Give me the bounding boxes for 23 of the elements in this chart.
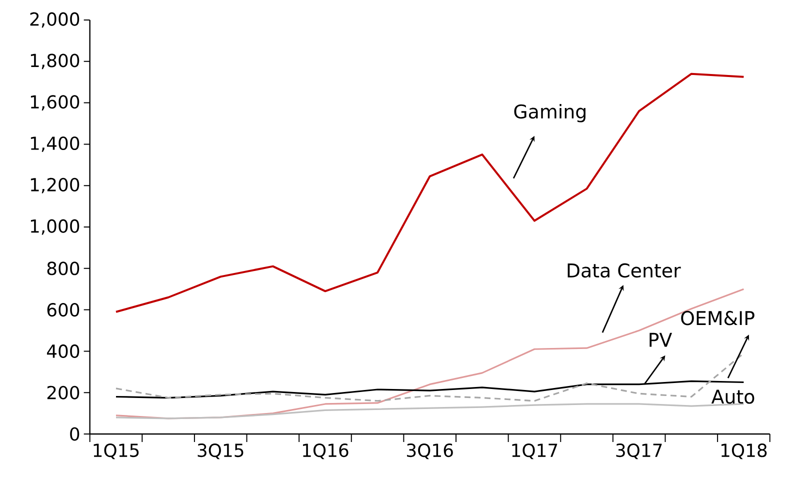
y-tick-label: 1,600 — [30, 95, 80, 110]
x-tick-label: 3Q17 — [616, 444, 662, 460]
y-tick-label: 400 — [46, 344, 80, 358]
y-tick-label: 200 — [47, 386, 80, 400]
x-tick-label: 1Q18 — [721, 444, 767, 460]
series-label: OEM&IP — [681, 310, 754, 326]
series-label: Auto — [711, 390, 754, 404]
y-tick-label: 1,200 — [30, 178, 80, 194]
x-tick-label: 3Q16 — [407, 444, 453, 460]
y-tick-label: 600 — [47, 303, 80, 317]
x-tick-label: 3Q15 — [198, 444, 244, 460]
y-tick-label: 800 — [47, 262, 80, 276]
y-tick-label: 1,400 — [30, 136, 80, 152]
y-tick-label: 1,800 — [30, 54, 80, 70]
y-tick-label: 1,000 — [30, 219, 80, 235]
series-label: Data Center — [568, 263, 681, 278]
x-tick-label: 1Q16 — [303, 444, 348, 460]
series-label: PV — [650, 332, 672, 347]
x-tick-label: 1Q17 — [512, 444, 558, 460]
y-tick-label: 0 — [70, 427, 80, 441]
y-tick-label: 2,000 — [30, 12, 80, 28]
text: Gaming — [514, 104, 586, 122]
x-tick-label: 1Q15 — [94, 444, 139, 460]
